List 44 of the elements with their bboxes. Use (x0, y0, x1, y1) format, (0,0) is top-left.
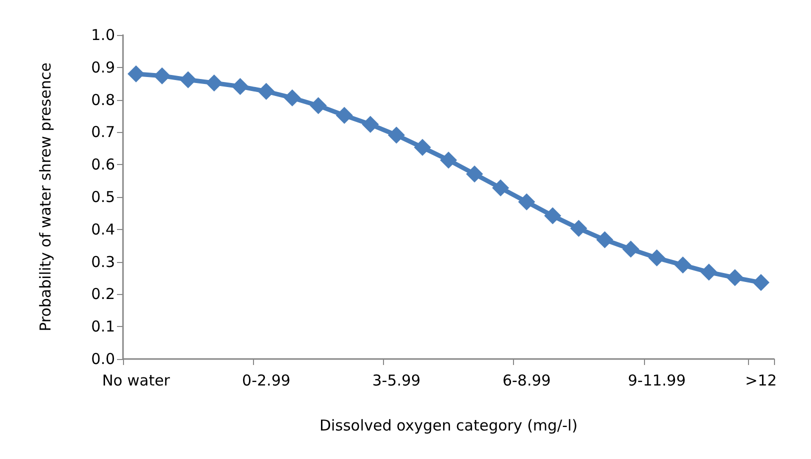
y-tick-label: 0.7 (91, 123, 115, 142)
point (622, 240, 640, 258)
point (700, 264, 718, 281)
x-tick-label: 9-11.99 (628, 372, 686, 390)
point (596, 231, 614, 248)
y-tick-label: 0.8 (91, 90, 115, 109)
point (570, 220, 588, 237)
point (284, 89, 301, 106)
point (310, 97, 327, 114)
point (154, 67, 171, 84)
point (362, 116, 379, 133)
point (674, 256, 692, 274)
y-tick-label: 0.0 (91, 350, 115, 368)
x-tick-label: No water (102, 372, 171, 390)
point (648, 249, 666, 266)
y-tick-label: 0.4 (91, 220, 115, 238)
point (128, 65, 145, 82)
x-axis-title: Dissolved oxygen category (mg/-l) (319, 416, 578, 434)
point (466, 165, 484, 182)
point (544, 207, 562, 224)
point (180, 71, 197, 88)
y-tick-label: 0.2 (91, 285, 115, 304)
y-axis-title: Probability of water shrew presence (36, 62, 54, 332)
point (752, 274, 770, 292)
y-tick-label: 0.6 (91, 156, 115, 174)
x-tick-label: >12 (745, 372, 777, 390)
x-tick-label: 6-8.99 (502, 372, 551, 390)
point (726, 269, 744, 286)
point (440, 152, 457, 169)
x-tick-label: 3-5.99 (372, 372, 421, 390)
point (206, 74, 223, 92)
point (258, 82, 275, 100)
y-tick-label: 0.3 (91, 252, 115, 271)
point (414, 138, 431, 156)
point (232, 78, 249, 96)
point (492, 179, 510, 196)
x-tick-label: 0-2.99 (242, 372, 290, 390)
point (336, 106, 353, 124)
y-tick-label: 0.5 (91, 188, 115, 206)
y-tick-label: 0.1 (91, 318, 115, 336)
point (388, 126, 405, 144)
y-tick-label: 1.0 (91, 26, 115, 44)
point (518, 193, 536, 210)
y-tick-label: 0.9 (91, 58, 115, 76)
